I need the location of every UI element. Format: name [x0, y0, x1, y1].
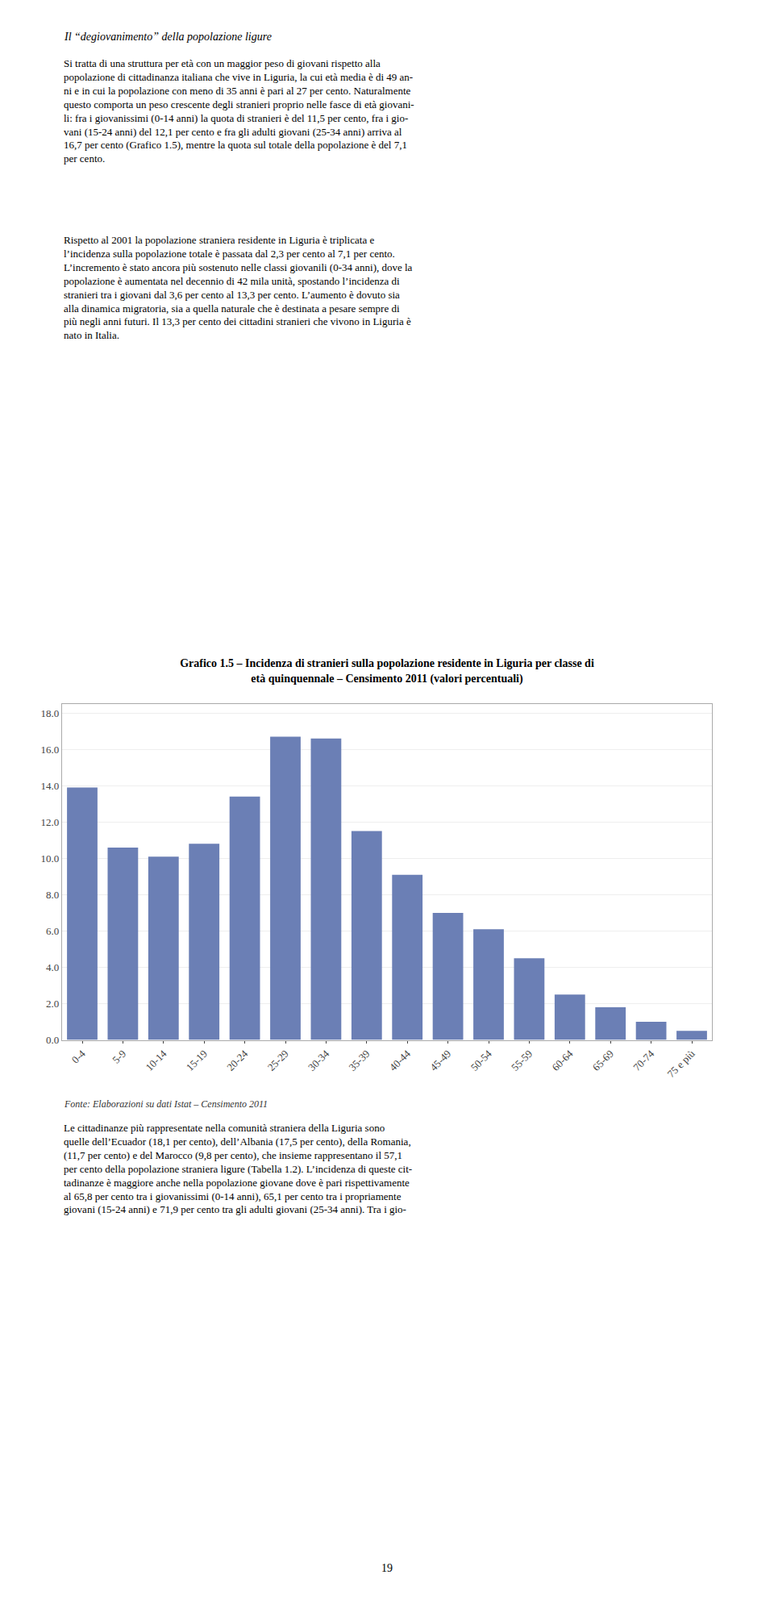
svg-text:18.0: 18.0 [40, 707, 59, 720]
svg-text:15-19: 15-19 [183, 1047, 210, 1074]
svg-text:6.0: 6.0 [45, 924, 59, 937]
svg-text:0-4: 0-4 [69, 1046, 88, 1066]
svg-text:4.0: 4.0 [45, 961, 59, 974]
svg-text:0.0: 0.0 [45, 1033, 59, 1046]
svg-text:30-34: 30-34 [305, 1046, 332, 1073]
svg-text:20-24: 20-24 [224, 1046, 250, 1073]
svg-text:25-29: 25-29 [265, 1047, 292, 1074]
svg-text:5-9: 5-9 [109, 1047, 129, 1066]
svg-text:60-64: 60-64 [549, 1046, 575, 1073]
svg-text:Fonte: Elaborazioni su dati Is: Fonte: Elaborazioni su dati Istat – Cens… [63, 1098, 268, 1110]
svg-text:40-44: 40-44 [387, 1046, 413, 1073]
svg-text:Il “degiovanimento” della popo: Il “degiovanimento” della popolazione li… [63, 30, 272, 43]
svg-text:Le cittadinanze più rappresent: Le cittadinanze più rappresentate nella … [63, 1121, 412, 1216]
svg-text:75 e più: 75 e più [664, 1046, 698, 1080]
svg-text:8.0: 8.0 [45, 888, 59, 901]
svg-text:12.0: 12.0 [40, 815, 59, 829]
svg-text:Si tratta di una struttura per: Si tratta di una struttura per età con u… [63, 57, 415, 165]
svg-text:2.0: 2.0 [45, 997, 59, 1010]
svg-text:16.0: 16.0 [40, 743, 59, 756]
svg-text:45-49: 45-49 [427, 1047, 454, 1074]
svg-text:10.0: 10.0 [40, 852, 59, 865]
svg-text:19: 19 [381, 1561, 393, 1574]
svg-text:50-54: 50-54 [468, 1046, 495, 1073]
svg-text:14.0: 14.0 [40, 779, 59, 792]
svg-text:10-14: 10-14 [142, 1046, 169, 1073]
svg-text:Grafico 1.5 – Incidenza di str: Grafico 1.5 – Incidenza di stranieri sul… [179, 657, 595, 685]
svg-text:Rispetto al 2001 la popolazion: Rispetto al 2001 la popolazione stranier… [63, 233, 413, 342]
svg-text:55-59: 55-59 [508, 1047, 535, 1074]
svg-text:70-74: 70-74 [630, 1046, 657, 1073]
svg-text:65-69: 65-69 [590, 1047, 616, 1074]
svg-text:35-39: 35-39 [345, 1047, 372, 1074]
